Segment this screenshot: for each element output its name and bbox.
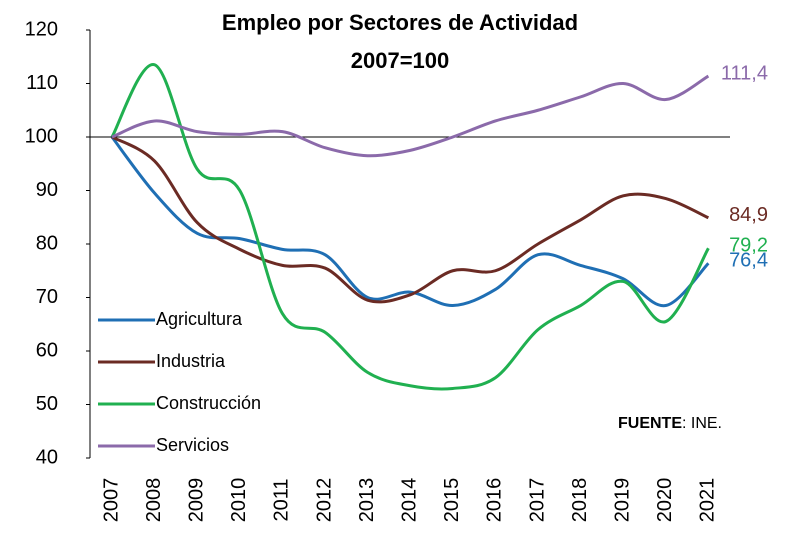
series-line (110, 63, 710, 391)
series-line (111, 74, 710, 158)
end-label: 79,2 (729, 235, 768, 257)
y-tick-label: 70 (36, 286, 58, 308)
source: FUENTE: INE. (618, 415, 722, 432)
series-line (111, 135, 710, 304)
legend-label: Industria (156, 351, 226, 371)
x-tick-label: 2016 (484, 478, 506, 522)
x-tick-label: 2018 (569, 478, 591, 523)
x-tick-label: 2008 (143, 478, 165, 523)
x-tick-label: 2010 (228, 478, 250, 523)
source-label: FUENTE (618, 415, 682, 432)
source-text: : INE. (682, 415, 722, 432)
end-label: 111,4 (721, 62, 768, 84)
end-label: 76,4 (729, 250, 768, 272)
y-tick-label: 50 (36, 393, 58, 415)
chart-title: Empleo por Sectores de Actividad (222, 10, 578, 35)
y-tick-label: 60 (36, 339, 58, 361)
x-tick-label: 2019 (611, 478, 633, 523)
x-tick-label: 2013 (356, 478, 378, 523)
x-tick-label: 2007 (100, 478, 122, 523)
series-line (110, 136, 710, 308)
y-tick-label: 40 (36, 446, 58, 468)
y-tick-label: 120 (25, 18, 58, 40)
x-tick-label: 2009 (185, 478, 207, 523)
y-tick-label: 90 (36, 179, 58, 201)
y-tick-label: 80 (36, 232, 58, 254)
end-label: 84,9 (729, 204, 768, 226)
legend-label: Construcción (156, 393, 261, 413)
legend-label: Agricultura (156, 309, 243, 329)
chart-subtitle: 2007=100 (351, 48, 450, 73)
x-tick-label: 2020 (654, 478, 676, 523)
x-tick-label: 2015 (441, 478, 463, 523)
x-tick-label: 2011 (271, 478, 293, 521)
y-tick-label: 110 (26, 72, 58, 94)
x-tick-label: 2014 (398, 478, 420, 523)
x-tick-label: 2012 (313, 478, 335, 523)
legend-label: Servicios (156, 435, 229, 455)
x-tick-label: 2021 (697, 478, 719, 523)
y-tick-label: 100 (25, 125, 58, 147)
x-tick-label: 2017 (526, 478, 548, 523)
